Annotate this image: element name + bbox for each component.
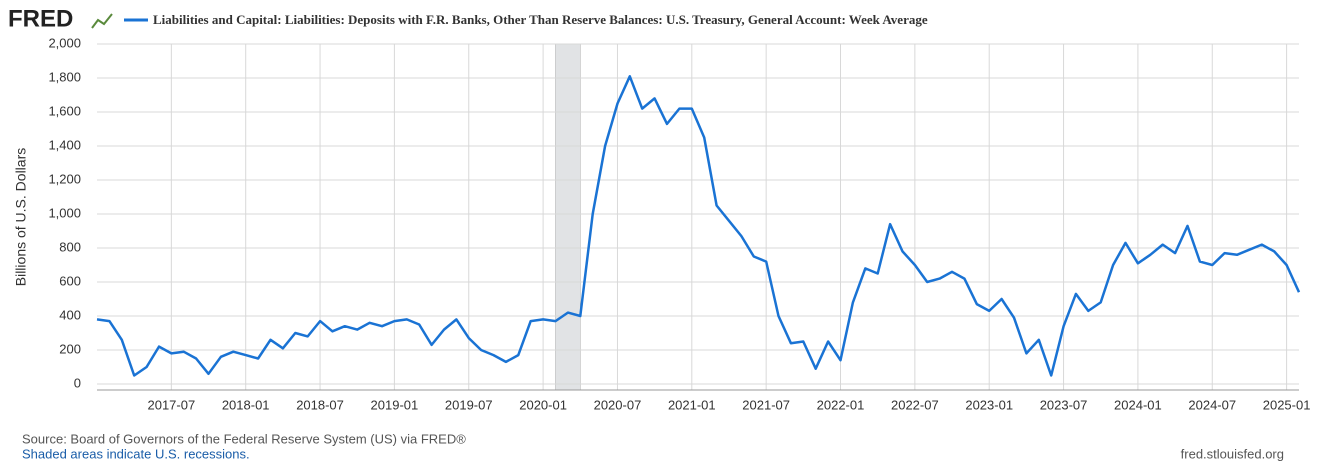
x-tick-label: 2018-07 <box>296 397 344 412</box>
y-tick-label: 1,200 <box>48 171 81 186</box>
y-axis-label: Billions of U.S. Dollars <box>13 148 29 287</box>
logo: FRED <box>8 5 73 32</box>
x-tick-label: 2017-07 <box>147 397 195 412</box>
x-tick-label: 2022-01 <box>817 397 865 412</box>
x-tick-label: 2020-07 <box>594 397 642 412</box>
y-tick-label: 1,000 <box>48 205 81 220</box>
y-tick-label: 1,600 <box>48 103 81 118</box>
recession-shade <box>555 43 581 391</box>
x-tick-label: 2024-07 <box>1188 397 1236 412</box>
x-tick-label: 2024-01 <box>1114 397 1162 412</box>
y-tick-label: 1,400 <box>48 137 81 152</box>
x-tick-label: 2023-07 <box>1040 397 1088 412</box>
logo-icon <box>91 13 113 29</box>
y-tick-label: 200 <box>59 341 81 356</box>
x-tick-label: 2018-01 <box>222 397 270 412</box>
x-tick-label: 2021-01 <box>668 397 716 412</box>
data-line <box>96 75 1301 377</box>
y-tick-label: 800 <box>59 239 81 254</box>
legend-label: Liabilities and Capital: Liabilities: De… <box>153 12 928 27</box>
y-tick-label: 0 <box>74 375 81 390</box>
x-tick-label: 2019-01 <box>371 397 419 412</box>
x-tick-label: 2020-01 <box>519 397 567 412</box>
source: Source: Board of Governors of the Federa… <box>22 431 466 446</box>
y-tick-label: 1,800 <box>48 69 81 84</box>
x-tick-label: 2025-01 <box>1263 397 1311 412</box>
x-tick-label: 2019-07 <box>445 397 493 412</box>
plot-area <box>97 44 1299 390</box>
y-tick-label: 400 <box>59 307 81 322</box>
y-tick-label: 2,000 <box>48 35 81 50</box>
note: Shaded areas indicate U.S. recessions. <box>22 446 250 461</box>
y-tick-label: 600 <box>59 273 81 288</box>
x-tick-label: 2023-01 <box>965 397 1013 412</box>
x-tick-label: 2022-07 <box>891 397 939 412</box>
x-tick-label: 2021-07 <box>742 397 790 412</box>
url: fred.stlouisfed.org <box>1181 446 1284 461</box>
